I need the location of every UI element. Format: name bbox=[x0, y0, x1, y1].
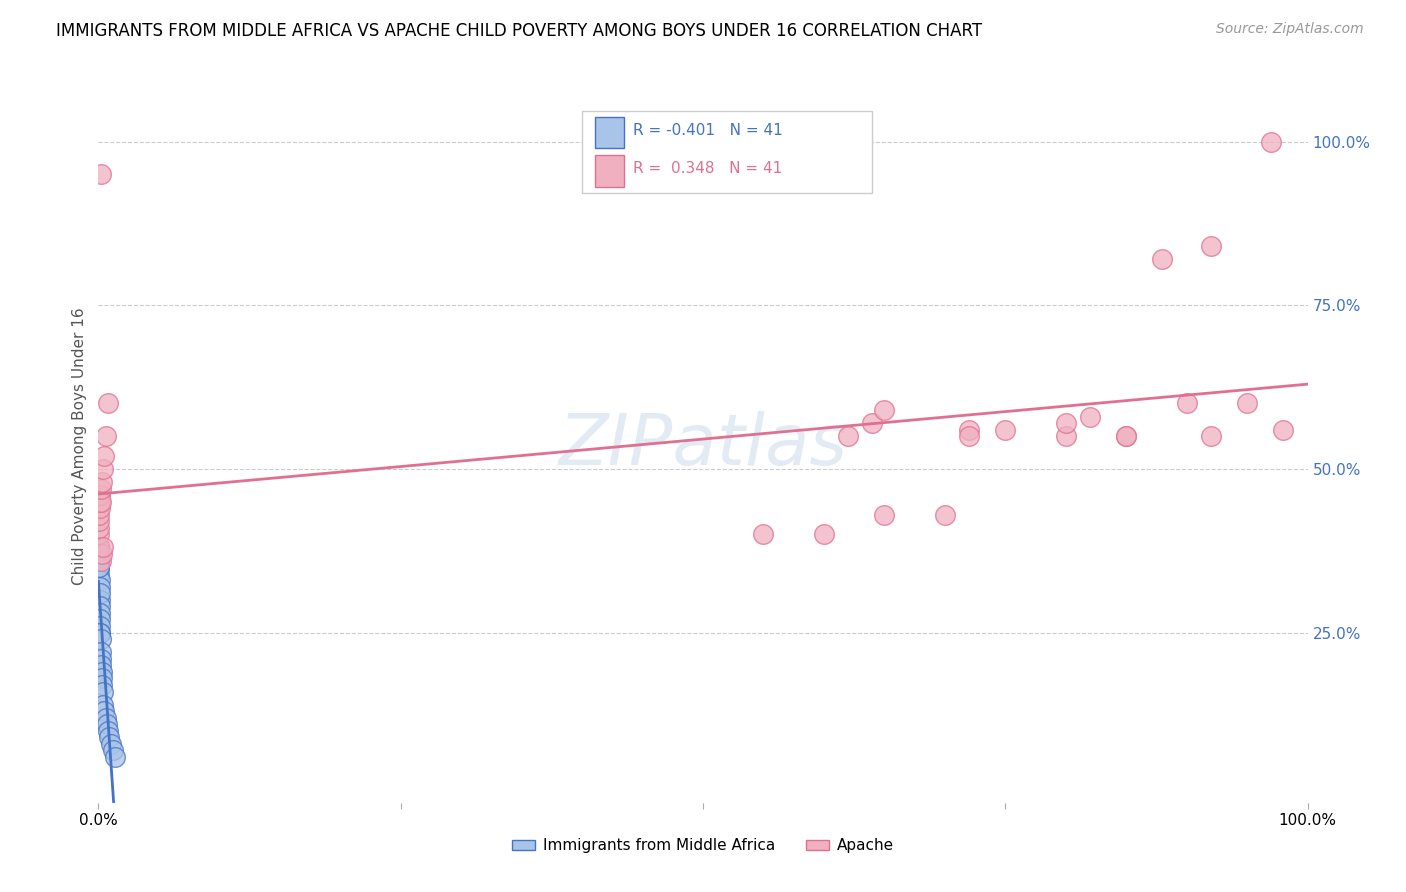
Point bbox=[89, 599, 111, 614]
Text: R =  0.348   N = 41: R = 0.348 N = 41 bbox=[633, 161, 782, 177]
Point bbox=[1054, 416, 1077, 430]
Point bbox=[89, 625, 111, 640]
Point bbox=[87, 553, 110, 567]
Point bbox=[1199, 429, 1222, 443]
Point bbox=[1152, 252, 1174, 267]
Point bbox=[89, 592, 111, 607]
Point bbox=[104, 750, 127, 764]
Point bbox=[91, 462, 114, 476]
Text: ZIPatlas: ZIPatlas bbox=[558, 411, 848, 481]
Point bbox=[89, 580, 111, 594]
Point bbox=[96, 717, 118, 731]
Point bbox=[94, 711, 117, 725]
Point bbox=[89, 560, 111, 574]
Point bbox=[87, 560, 110, 574]
Point bbox=[1054, 429, 1077, 443]
Point bbox=[1272, 423, 1295, 437]
Point bbox=[90, 494, 112, 508]
Point bbox=[87, 541, 110, 555]
Text: IMMIGRANTS FROM MIDDLE AFRICA VS APACHE CHILD POVERTY AMONG BOYS UNDER 16 CORREL: IMMIGRANTS FROM MIDDLE AFRICA VS APACHE … bbox=[56, 22, 983, 40]
Point bbox=[89, 625, 111, 640]
Point bbox=[1260, 135, 1282, 149]
Point bbox=[89, 573, 111, 587]
Point bbox=[752, 527, 775, 541]
Point bbox=[89, 606, 111, 620]
Point bbox=[87, 553, 110, 567]
Point bbox=[89, 488, 111, 502]
Point bbox=[97, 723, 120, 738]
Point bbox=[98, 731, 121, 745]
Point bbox=[813, 527, 835, 541]
Point bbox=[89, 501, 111, 516]
Point bbox=[91, 672, 114, 686]
Text: Source: ZipAtlas.com: Source: ZipAtlas.com bbox=[1216, 22, 1364, 37]
Point bbox=[90, 652, 112, 666]
Point bbox=[91, 678, 114, 692]
Point bbox=[89, 619, 111, 633]
Point bbox=[91, 541, 114, 555]
Point bbox=[837, 429, 859, 443]
FancyBboxPatch shape bbox=[582, 111, 872, 193]
FancyBboxPatch shape bbox=[595, 117, 624, 148]
Point bbox=[1175, 396, 1198, 410]
Point bbox=[87, 527, 110, 541]
Point bbox=[91, 665, 114, 679]
Point bbox=[89, 494, 111, 508]
Point bbox=[91, 475, 114, 489]
Point bbox=[91, 698, 114, 712]
Point bbox=[1078, 409, 1101, 424]
Point bbox=[90, 553, 112, 567]
Point bbox=[957, 429, 980, 443]
Point bbox=[87, 547, 110, 561]
Point bbox=[89, 566, 111, 581]
Point bbox=[101, 743, 124, 757]
Point bbox=[1115, 429, 1137, 443]
Point bbox=[1236, 396, 1258, 410]
Point bbox=[89, 586, 111, 600]
Point bbox=[90, 167, 112, 181]
Point bbox=[87, 547, 110, 561]
Point bbox=[87, 541, 110, 555]
Legend: Immigrants from Middle Africa, Apache: Immigrants from Middle Africa, Apache bbox=[506, 832, 900, 859]
Point bbox=[91, 547, 114, 561]
Point bbox=[87, 541, 110, 555]
FancyBboxPatch shape bbox=[595, 155, 624, 186]
Point bbox=[873, 508, 896, 522]
Point bbox=[93, 704, 115, 718]
Point bbox=[860, 416, 883, 430]
Point bbox=[100, 737, 122, 751]
Point bbox=[94, 429, 117, 443]
Point bbox=[89, 612, 111, 626]
Point bbox=[90, 658, 112, 673]
Point bbox=[89, 508, 111, 522]
Point bbox=[97, 396, 120, 410]
Y-axis label: Child Poverty Among Boys Under 16: Child Poverty Among Boys Under 16 bbox=[72, 307, 87, 585]
Point bbox=[87, 553, 110, 567]
Point bbox=[89, 547, 111, 561]
Point bbox=[957, 423, 980, 437]
Text: R = -0.401   N = 41: R = -0.401 N = 41 bbox=[633, 123, 783, 137]
Point bbox=[1199, 239, 1222, 253]
Point bbox=[1115, 429, 1137, 443]
Point bbox=[87, 553, 110, 567]
Point bbox=[91, 684, 114, 698]
Point bbox=[90, 645, 112, 659]
Point bbox=[93, 449, 115, 463]
Point bbox=[87, 560, 110, 574]
Point bbox=[89, 514, 111, 528]
Point bbox=[873, 403, 896, 417]
Point bbox=[994, 423, 1017, 437]
Point bbox=[90, 632, 112, 647]
Point bbox=[90, 482, 112, 496]
Point bbox=[87, 521, 110, 535]
Point bbox=[934, 508, 956, 522]
Point bbox=[87, 560, 110, 574]
